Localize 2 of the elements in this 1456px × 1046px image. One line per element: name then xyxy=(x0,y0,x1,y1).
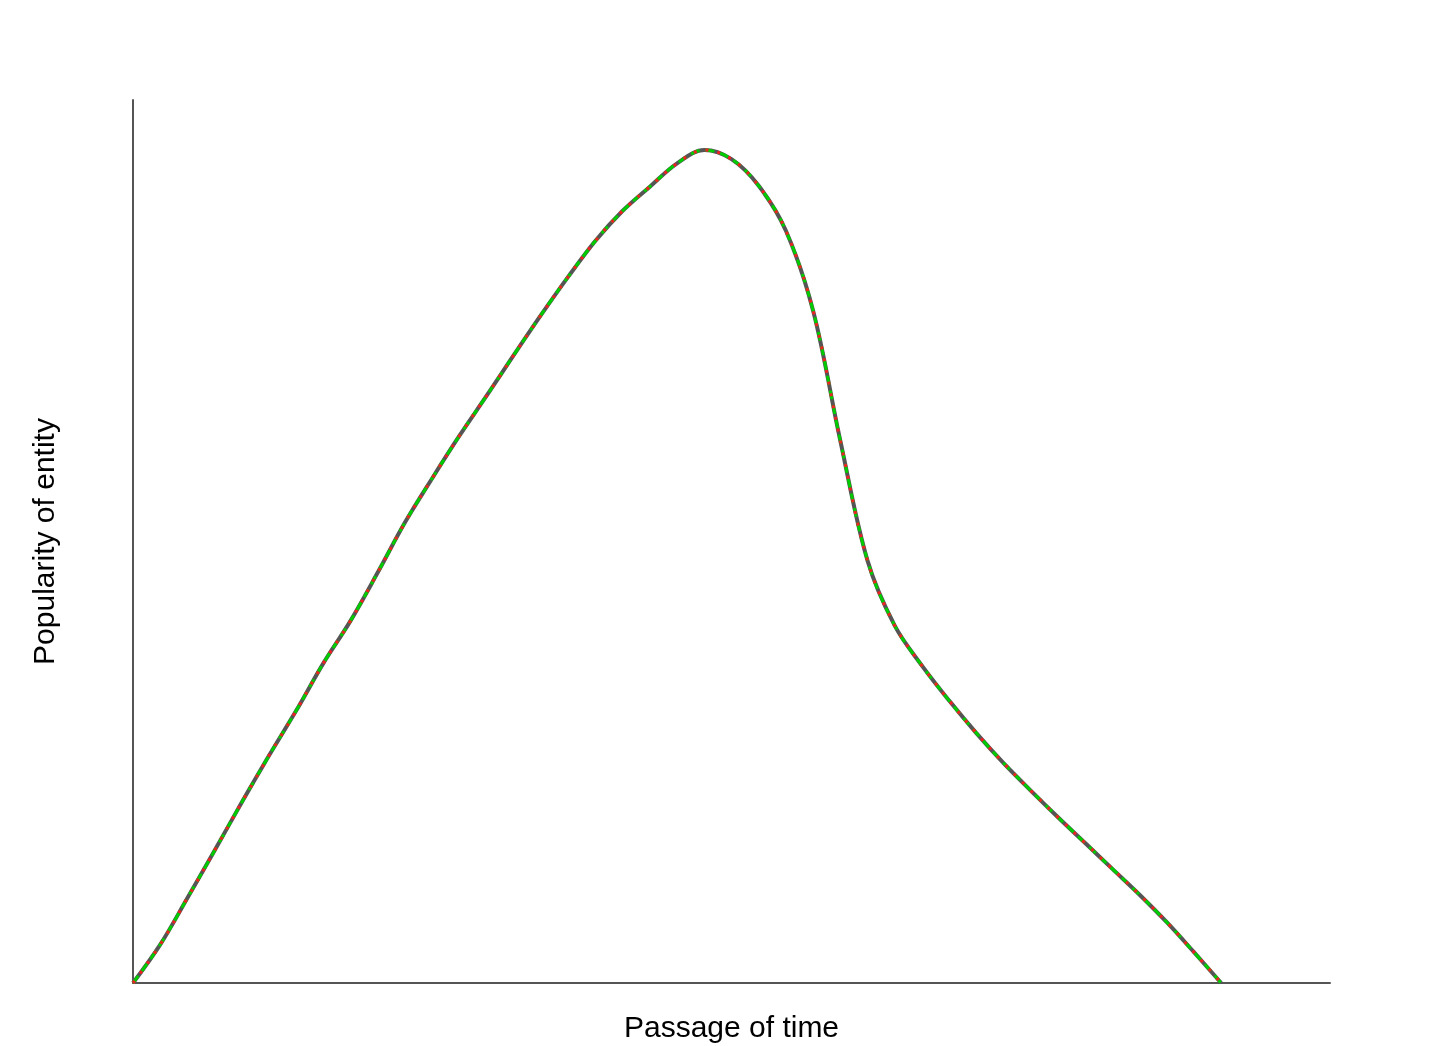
x-axis-title: Passage of time xyxy=(623,1009,840,1043)
y-axis-title: Popularity of entity xyxy=(26,418,60,665)
